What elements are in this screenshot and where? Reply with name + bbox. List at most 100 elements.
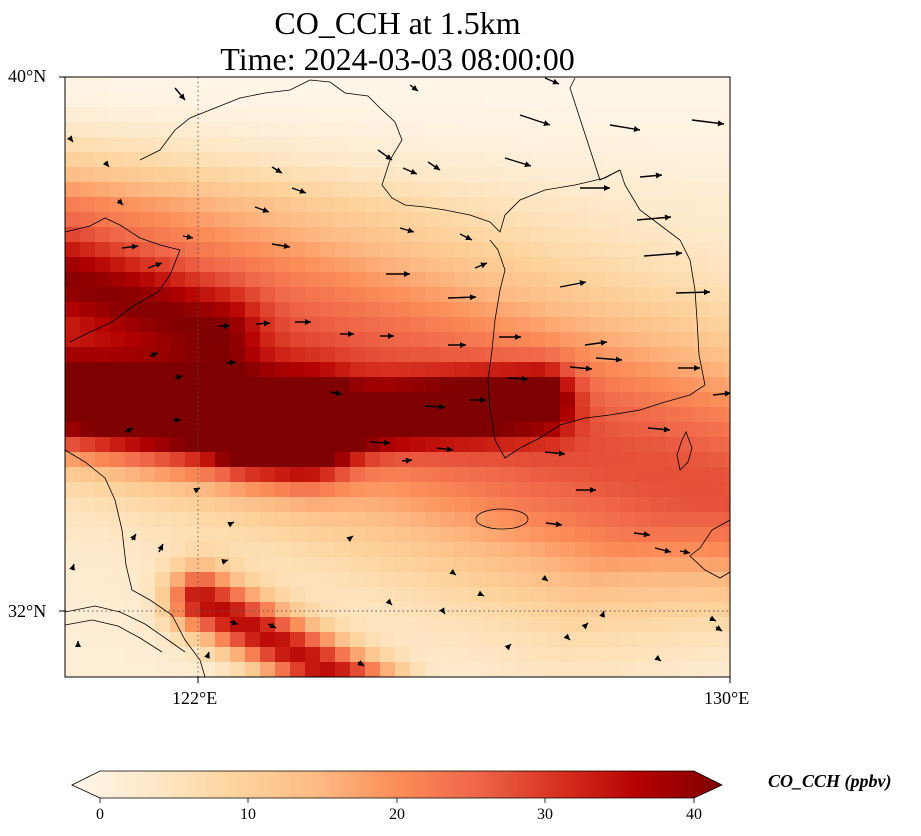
field-cell — [680, 452, 696, 468]
field-cell — [170, 167, 186, 183]
field-cell — [440, 602, 456, 618]
field-cell — [515, 272, 531, 288]
field-cell — [695, 167, 711, 183]
field-cell — [545, 242, 561, 258]
field-cell — [65, 527, 81, 543]
field-cell — [725, 272, 730, 288]
field-cell — [440, 197, 456, 213]
field-cell — [185, 602, 201, 618]
field-cell — [395, 542, 411, 558]
wind-arrow — [401, 457, 413, 464]
field-cell — [575, 152, 591, 168]
field-cell — [140, 257, 156, 273]
field-cell — [275, 77, 291, 93]
field-cell — [80, 332, 96, 348]
lat-label-32: 32°N — [8, 601, 47, 621]
field-cell — [170, 632, 186, 648]
field-cell — [335, 77, 351, 93]
field-cell — [230, 77, 246, 93]
field-cell — [110, 617, 126, 633]
wind-arrow — [124, 427, 134, 434]
field-cell — [155, 317, 171, 333]
field-cell — [395, 302, 411, 318]
field-cell — [470, 242, 486, 258]
field-cell — [125, 92, 141, 108]
field-cell — [125, 197, 141, 213]
field-cell — [380, 272, 396, 288]
field-cell — [410, 137, 426, 153]
field-cell — [380, 452, 396, 468]
field-cell — [155, 182, 171, 198]
field-cell — [380, 572, 396, 588]
field-cell — [80, 662, 96, 677]
field-cell — [710, 497, 726, 513]
field-cell — [305, 527, 321, 543]
field-cell — [380, 92, 396, 108]
field-cell — [590, 332, 606, 348]
wind-vectors — [67, 77, 730, 667]
field-cell — [80, 467, 96, 483]
field-cell — [455, 647, 471, 663]
field-cell — [725, 182, 730, 198]
field-cell — [395, 362, 411, 378]
field-cell — [350, 392, 366, 408]
field-cell — [260, 617, 276, 633]
field-cell — [725, 77, 730, 93]
field-cell — [80, 317, 96, 333]
field-cell — [200, 407, 216, 423]
field-cell — [695, 587, 711, 603]
field-cell — [605, 107, 621, 123]
field-cell — [350, 92, 366, 108]
field-cell — [245, 362, 261, 378]
field-cell — [725, 332, 730, 348]
field-cell — [140, 107, 156, 123]
field-cell — [560, 377, 576, 393]
field-cell — [95, 317, 111, 333]
field-cell — [590, 257, 606, 273]
field-cell — [440, 392, 456, 408]
field-cell — [440, 407, 456, 423]
field-cell — [395, 557, 411, 573]
field-cell — [455, 632, 471, 648]
field-cell — [245, 572, 261, 588]
field-cell — [410, 302, 426, 318]
field-cell — [110, 107, 126, 123]
field-cell — [500, 182, 516, 198]
field-cell — [695, 662, 711, 677]
field-cell — [560, 647, 576, 663]
field-cell — [695, 332, 711, 348]
field-cell — [500, 572, 516, 588]
field-cell — [260, 302, 276, 318]
field-cell — [170, 422, 186, 438]
field-cell — [440, 362, 456, 378]
field-cell — [620, 332, 636, 348]
field-cell — [635, 272, 651, 288]
field-cell — [470, 467, 486, 483]
field-cell — [620, 632, 636, 648]
field-cell — [530, 137, 546, 153]
field-cell — [290, 497, 306, 513]
field-cell — [410, 662, 426, 677]
field-cell — [245, 587, 261, 603]
field-cell — [500, 617, 516, 633]
field-cell — [365, 212, 381, 228]
field-cell — [215, 152, 231, 168]
field-cell — [515, 437, 531, 453]
field-cell — [725, 587, 730, 603]
field-cell — [155, 377, 171, 393]
field-cell — [290, 212, 306, 228]
field-cell — [470, 542, 486, 558]
field-cell — [380, 587, 396, 603]
field-cell — [620, 302, 636, 318]
field-cell — [245, 332, 261, 348]
field-cell — [425, 167, 441, 183]
field-cell — [425, 392, 441, 408]
field-cell — [155, 572, 171, 588]
field-cell — [320, 272, 336, 288]
wind-arrow — [130, 533, 137, 541]
field-cell — [725, 302, 730, 318]
field-cell — [350, 152, 366, 168]
field-cell — [155, 77, 171, 93]
field-cell — [470, 317, 486, 333]
field-cell — [650, 212, 666, 228]
